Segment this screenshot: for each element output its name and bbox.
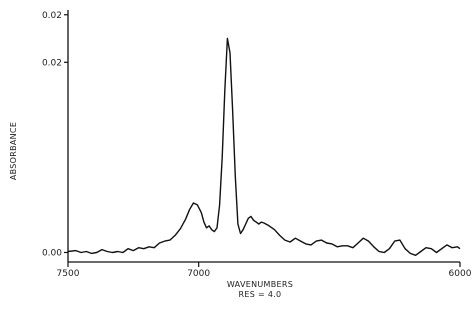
y-tick-label: 0.02 [42, 11, 62, 21]
x-axis-label: WAVENUMBERS [227, 280, 293, 289]
x-tick-label: 7500 [57, 269, 80, 279]
absorbance-spectrum-line [67, 37, 461, 256]
y-axis-label: ABSORBANCE [9, 122, 18, 180]
x-ticks-group: 7500 7000 6000 [57, 262, 472, 279]
y-tick-label: 0.00 [42, 248, 62, 258]
resolution-note: RES = 4.0 [239, 290, 282, 299]
y-ticks-group: 0.00 0.02 0.02 [42, 11, 68, 258]
x-tick-label: 6000 [449, 269, 472, 279]
axes-group [67, 10, 460, 263]
x-tick-label: 7000 [187, 269, 210, 279]
y-tick-label: 0.02 [42, 58, 62, 68]
